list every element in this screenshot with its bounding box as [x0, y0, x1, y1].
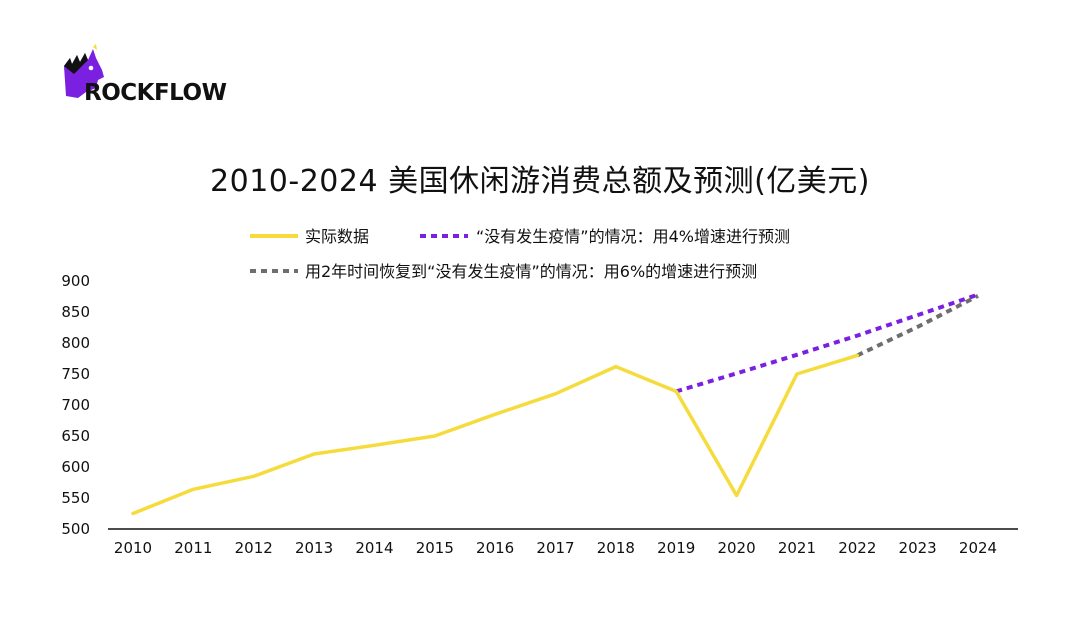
x-tick-label: 2021	[778, 539, 816, 557]
legend-label-actual: 实际数据	[305, 227, 369, 246]
x-tick-label: 2023	[899, 539, 937, 557]
series-line-1	[675, 292, 979, 394]
x-tick-label: 2013	[295, 539, 333, 557]
x-tick-label: 2022	[838, 539, 876, 557]
y-tick-label: 900	[61, 272, 90, 290]
x-tick-label: 2019	[657, 539, 695, 557]
y-tick-label: 500	[61, 520, 90, 538]
x-tick-label: 2011	[174, 539, 212, 557]
legend: 实际数据 “没有发生疫情”的情况：用4%增速进行预测 用2年时间恢复到“没有发生…	[250, 227, 790, 281]
series-line-0	[131, 353, 860, 516]
x-tick-label: 2014	[355, 539, 393, 557]
chart-title: 2010-2024 美国休闲游消费总额及预测(亿美元)	[210, 164, 870, 199]
rockflow-logo: ROCKFLOW	[62, 44, 232, 106]
legend-label-no-pandemic: “没有发生疫情”的情况：用4%增速进行预测	[476, 227, 790, 246]
x-tick-label: 2017	[536, 539, 574, 557]
logo-wordmark: ROCKFLOW	[84, 80, 227, 106]
x-tick-label: 2016	[476, 539, 514, 557]
x-tick-label: 2024	[959, 539, 997, 557]
y-tick-label: 600	[61, 458, 90, 476]
axes: 500 550 600 650 700 750 800 850 900 2010 2011 2012 2…	[61, 272, 1018, 557]
legend-label-recovery: 用2年时间恢复到“没有发生疫情”的情况：用6%的增速进行预测	[305, 262, 757, 281]
x-tick-label: 2018	[597, 539, 635, 557]
x-tick-label: 2020	[717, 539, 755, 557]
x-tick-label: 2015	[416, 539, 454, 557]
x-tick-label: 2010	[114, 539, 152, 557]
series-line-2	[856, 294, 979, 358]
y-tick-label: 700	[61, 396, 90, 414]
y-tick-label: 650	[61, 427, 90, 445]
y-tick-label: 550	[61, 489, 90, 507]
x-tick-label: 2012	[235, 539, 273, 557]
series-group	[131, 292, 979, 516]
y-tick-label: 800	[61, 334, 90, 352]
y-tick-label: 750	[61, 365, 90, 383]
rockflow-logo-mark: ROCKFLOW	[64, 44, 227, 106]
y-tick-label: 850	[61, 303, 90, 321]
